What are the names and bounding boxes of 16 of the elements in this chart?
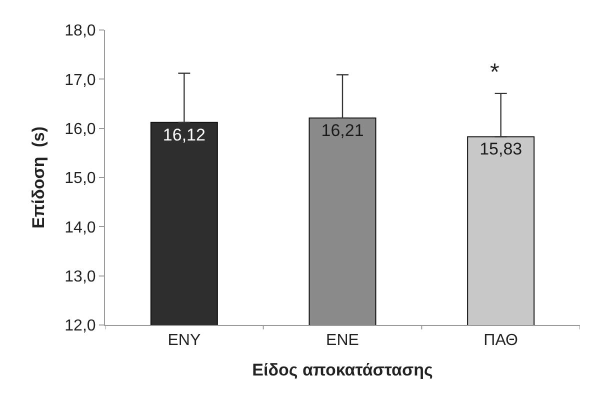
y-axis-title: Επίδοση (s) — [29, 126, 48, 229]
x-axis-title: Είδος αποκατάστασης — [252, 360, 433, 380]
annotation: * — [490, 59, 500, 86]
data-label: 16,12 — [162, 125, 206, 144]
x-tick-label: ΕΝΥ — [168, 332, 201, 350]
y-tick-label: 17,0 — [64, 72, 96, 89]
y-tick-label: 12,0 — [64, 318, 96, 335]
y-tick-label: 16,0 — [64, 120, 96, 138]
y-tick-label: 14,0 — [64, 219, 96, 236]
y-tick-label: 18,0 — [64, 22, 96, 40]
x-tick-label: ΠΑΘ — [484, 332, 518, 350]
x-tick-label: ΕΝΕ — [326, 332, 359, 350]
y-tick-label: 13,0 — [64, 268, 96, 286]
y-tick-label: 15,0 — [64, 170, 96, 188]
data-label: 16,21 — [321, 121, 364, 140]
data-label: 15,83 — [480, 140, 522, 159]
